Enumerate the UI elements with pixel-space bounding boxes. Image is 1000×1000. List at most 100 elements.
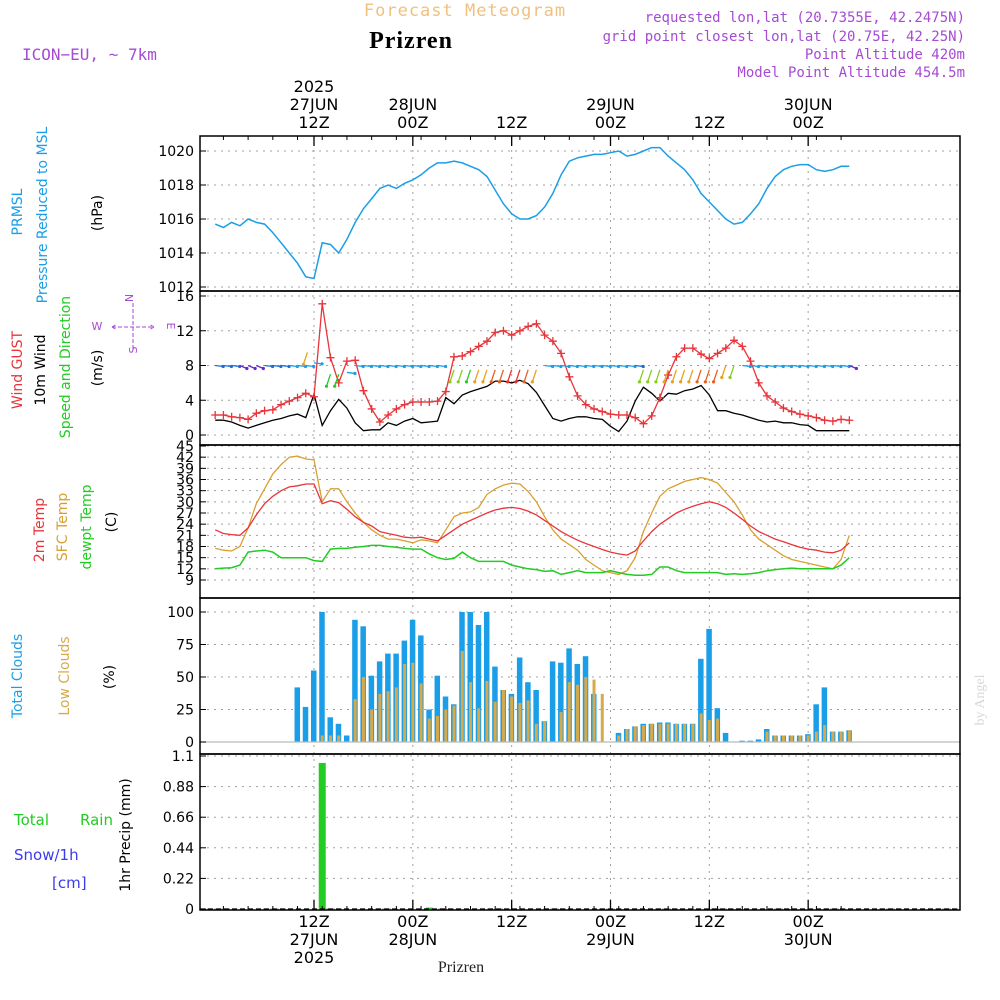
wind-arrow-head (448, 380, 452, 384)
gust-marker (425, 397, 434, 406)
wind-arrow (523, 369, 529, 383)
low-cloud-bar (353, 699, 357, 742)
precip-bar (425, 907, 433, 909)
gust-marker (787, 407, 796, 416)
time-label-bottom: 00Z (397, 912, 428, 931)
wind-arrow (712, 369, 719, 383)
wind-arrow-head (497, 380, 502, 384)
low-cloud-bar (444, 709, 448, 742)
total-cloud-bar (549, 661, 556, 742)
gust-marker (540, 331, 549, 340)
time-label-bottom: 27JUN (290, 930, 339, 949)
wind-arrow-head (703, 380, 707, 384)
wind-arrow (647, 369, 653, 383)
y-tick-label: 18 (176, 540, 194, 556)
low-cloud-bar (411, 662, 415, 742)
low-cloud-bar (633, 726, 637, 742)
2m-temp-line (214, 483, 850, 556)
total-cloud-bar (533, 690, 539, 742)
time-label-top: 27JUN (290, 95, 339, 114)
dewpt-label: dewpt Temp (79, 484, 95, 569)
gust-marker (474, 342, 483, 351)
low-cloud-bar (468, 682, 472, 742)
total-cloud-bar (483, 612, 490, 742)
low-cloud-bar (337, 735, 341, 742)
y-tick-label: 21 (176, 528, 194, 544)
gust-marker (219, 411, 228, 420)
y-tick-label: 15 (176, 551, 194, 567)
time-label-bottom: 00Z (793, 912, 824, 931)
time-label-bottom: 12Z (298, 912, 329, 931)
y-tick-label: 33 (176, 484, 194, 500)
wind-arrow-head (443, 364, 448, 369)
wind-arrow-head (854, 366, 858, 371)
low-cloud-bar (683, 723, 687, 742)
low-cloud-bar (460, 651, 464, 742)
gust-marker (466, 347, 475, 356)
y-tick-label: 42 (176, 450, 194, 466)
low-cloud-bar (592, 679, 596, 742)
low-cloud-bar (699, 713, 703, 742)
total-cloud-bar (311, 670, 317, 742)
gust-marker (713, 349, 722, 358)
gust-marker (697, 350, 706, 359)
wind-arrow-head (312, 364, 316, 369)
data-layer (200, 146, 960, 910)
gust-marker (252, 409, 261, 418)
total-cloud-bar (747, 740, 754, 742)
time-label-bottom: 00Z (595, 912, 626, 931)
total-cloud-bar (302, 706, 309, 742)
low-cloud-bar (370, 709, 374, 742)
gust-marker (293, 393, 302, 402)
gust-marker (482, 337, 491, 346)
wind-arrow-head (320, 362, 324, 366)
model-altitude: Model Point Altitude 454.5m (737, 65, 965, 81)
wind-arrow-head (687, 380, 691, 384)
time-label-top: 00Z (397, 113, 428, 132)
low-clouds-label: Low Clouds (57, 636, 73, 715)
low-cloud-bar (674, 723, 678, 742)
wind-arrow-head (670, 380, 674, 384)
wind-arrow (663, 369, 669, 383)
low-cloud-bar (798, 735, 802, 742)
gust-marker (515, 326, 524, 335)
low-cloud-bar (477, 708, 481, 742)
low-cloud-bar (823, 725, 827, 742)
gust-marker (417, 397, 426, 406)
gust-marker (277, 400, 286, 409)
gust-marker (548, 337, 557, 346)
wind-arrow (474, 369, 480, 383)
wind-arrow (671, 369, 678, 383)
gust-marker (499, 326, 508, 335)
low-cloud-bar (543, 721, 547, 742)
low-cloud-bar (600, 693, 604, 742)
gust-marker (441, 387, 450, 396)
wind-gust-line (215, 303, 850, 425)
gust-marker (614, 411, 623, 420)
wind-arrow (721, 365, 727, 378)
gust-marker (688, 344, 697, 353)
low-cloud-bar (394, 687, 398, 742)
low-cloud-bar (361, 677, 365, 742)
low-cloud-bar (493, 701, 497, 742)
dewpt-line (215, 544, 850, 576)
gust-marker (730, 336, 739, 345)
wind-arrow-head (489, 380, 493, 384)
total-cloud-bar (368, 675, 375, 742)
wind-arrow (655, 369, 661, 383)
gust-marker (326, 353, 335, 362)
snow-label: Snow/1h (14, 846, 79, 864)
total-cloud-bar (434, 675, 441, 742)
compass-w: W (92, 320, 103, 333)
low-cloud-bar (716, 718, 720, 742)
time-label-top: 29JUN (586, 95, 635, 114)
gust-marker (400, 400, 409, 409)
total-cloud-bar (294, 687, 301, 742)
gust-marker (622, 411, 631, 420)
y-tick-label: 1018 (158, 178, 194, 194)
gust-marker (557, 349, 566, 358)
y-tick-label: 0 (185, 735, 194, 751)
wind-arrow (507, 369, 513, 383)
gust-marker (837, 415, 846, 424)
low-cloud-bar (658, 723, 662, 742)
